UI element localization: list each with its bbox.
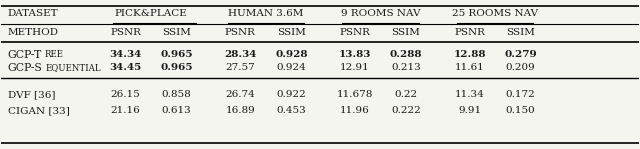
Text: 0.922: 0.922 <box>276 90 306 100</box>
Text: 12.88: 12.88 <box>454 50 486 59</box>
Text: DATASET: DATASET <box>8 9 58 18</box>
Text: 0.965: 0.965 <box>161 50 193 59</box>
Text: EQUENTIAL: EQUENTIAL <box>46 63 102 72</box>
Text: PSNR: PSNR <box>225 28 256 37</box>
Text: 28.34: 28.34 <box>224 50 257 59</box>
Text: 0.209: 0.209 <box>506 63 536 72</box>
Text: REE: REE <box>44 50 63 59</box>
Text: 0.222: 0.222 <box>391 106 421 115</box>
Text: PSNR: PSNR <box>110 28 141 37</box>
Text: 34.34: 34.34 <box>109 50 142 59</box>
Text: 0.924: 0.924 <box>276 63 306 72</box>
Text: METHOD: METHOD <box>8 28 59 37</box>
Text: 11.96: 11.96 <box>340 106 370 115</box>
Text: 21.16: 21.16 <box>111 106 141 115</box>
Text: 13.83: 13.83 <box>339 50 371 59</box>
Text: 26.15: 26.15 <box>111 90 141 100</box>
Text: HUMAN 3.6M: HUMAN 3.6M <box>228 9 303 18</box>
Text: 25 ROOMS NAV: 25 ROOMS NAV <box>452 9 538 18</box>
Text: 11.34: 11.34 <box>455 90 484 100</box>
Text: 0.613: 0.613 <box>162 106 191 115</box>
Text: 9 ROOMS NAV: 9 ROOMS NAV <box>340 9 420 18</box>
Text: PICK&PLACE: PICK&PLACE <box>115 9 188 18</box>
Text: 0.279: 0.279 <box>504 50 537 59</box>
Text: GCP-T: GCP-T <box>8 50 42 60</box>
Text: 0.172: 0.172 <box>506 90 536 100</box>
Text: 0.22: 0.22 <box>394 90 417 100</box>
Text: DVF [36]: DVF [36] <box>8 90 55 100</box>
Text: 12.91: 12.91 <box>340 63 370 72</box>
Text: 34.45: 34.45 <box>109 63 142 72</box>
Text: 16.89: 16.89 <box>225 106 255 115</box>
Text: GCP-S: GCP-S <box>8 63 42 73</box>
Text: SSIM: SSIM <box>277 28 306 37</box>
Text: 0.150: 0.150 <box>506 106 536 115</box>
Text: 0.453: 0.453 <box>276 106 306 115</box>
Text: 0.213: 0.213 <box>391 63 421 72</box>
Text: SSIM: SSIM <box>392 28 420 37</box>
Text: 27.57: 27.57 <box>225 63 255 72</box>
Text: 0.858: 0.858 <box>162 90 191 100</box>
Text: 0.288: 0.288 <box>390 50 422 59</box>
Text: CIGAN [33]: CIGAN [33] <box>8 106 70 115</box>
Text: 11.61: 11.61 <box>455 63 484 72</box>
Text: 0.928: 0.928 <box>275 50 308 59</box>
Text: 11.678: 11.678 <box>337 90 373 100</box>
Text: 26.74: 26.74 <box>225 90 255 100</box>
Text: 0.965: 0.965 <box>161 63 193 72</box>
Text: SSIM: SSIM <box>506 28 535 37</box>
Text: 9.91: 9.91 <box>458 106 481 115</box>
Text: SSIM: SSIM <box>162 28 191 37</box>
Text: PSNR: PSNR <box>454 28 485 37</box>
Text: PSNR: PSNR <box>340 28 371 37</box>
